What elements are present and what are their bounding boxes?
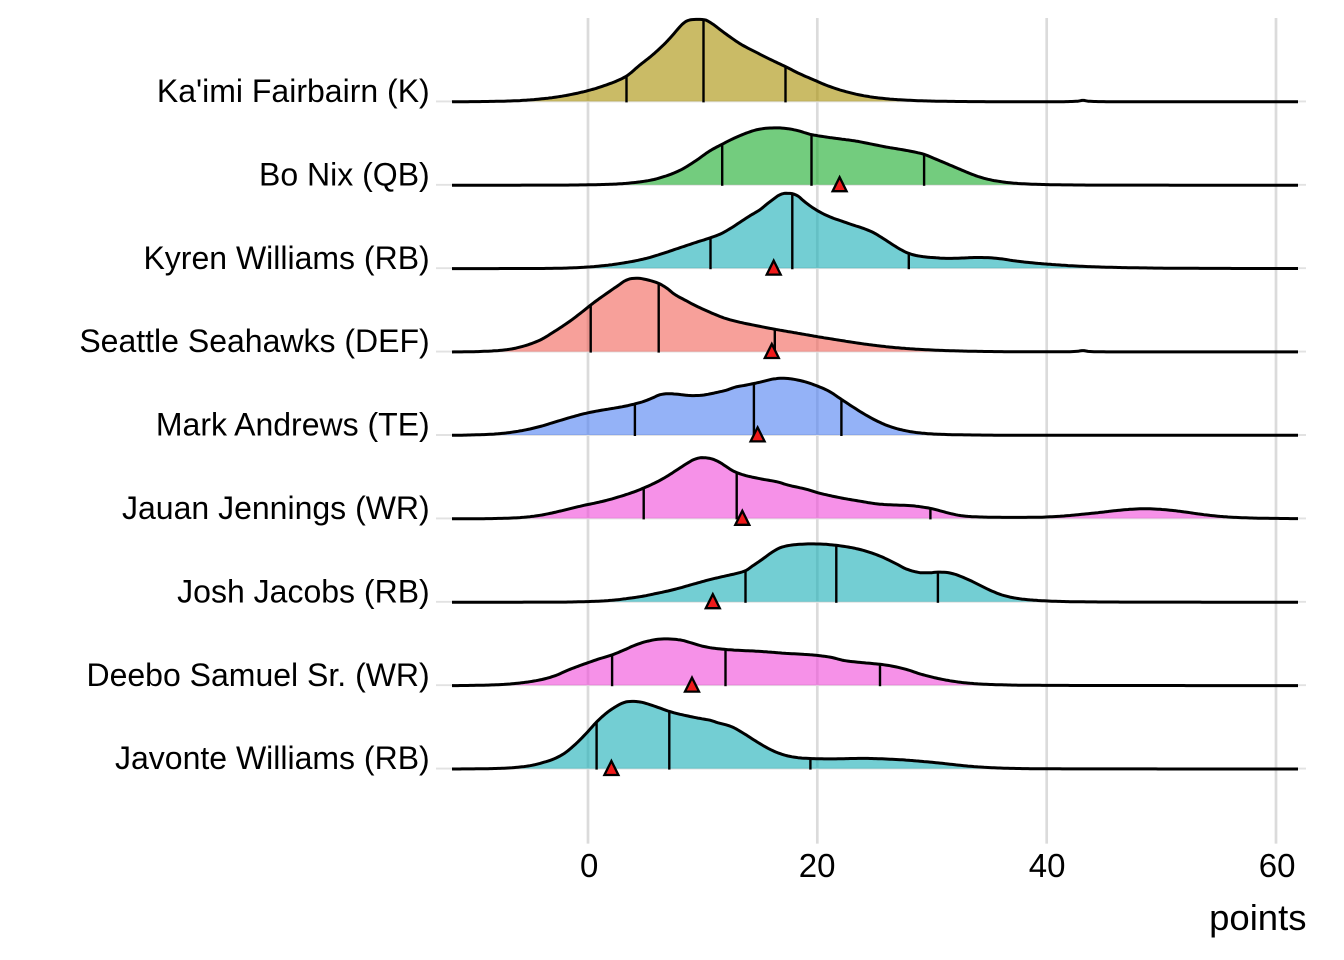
svg-text:Seattle Seahawks (DEF): Seattle Seahawks (DEF) [79, 323, 429, 359]
svg-text:Josh Jacobs (RB): Josh Jacobs (RB) [177, 573, 430, 609]
svg-text:Deebo Samuel Sr. (WR): Deebo Samuel Sr. (WR) [86, 657, 429, 693]
svg-text:60: 60 [1259, 847, 1296, 884]
svg-text:0: 0 [580, 847, 598, 884]
svg-text:40: 40 [1029, 847, 1066, 884]
svg-text:20: 20 [799, 847, 836, 884]
svg-text:Jauan Jennings (WR): Jauan Jennings (WR) [122, 490, 430, 526]
svg-text:Bo Nix (QB): Bo Nix (QB) [259, 156, 430, 192]
svg-text:Kyren Williams (RB): Kyren Williams (RB) [143, 240, 429, 276]
svg-text:points: points [1209, 897, 1306, 938]
svg-text:Ka'imi Fairbairn (K): Ka'imi Fairbairn (K) [157, 73, 430, 109]
svg-text:Mark Andrews (TE): Mark Andrews (TE) [156, 407, 430, 443]
svg-text:Javonte Williams (RB): Javonte Williams (RB) [115, 740, 430, 776]
